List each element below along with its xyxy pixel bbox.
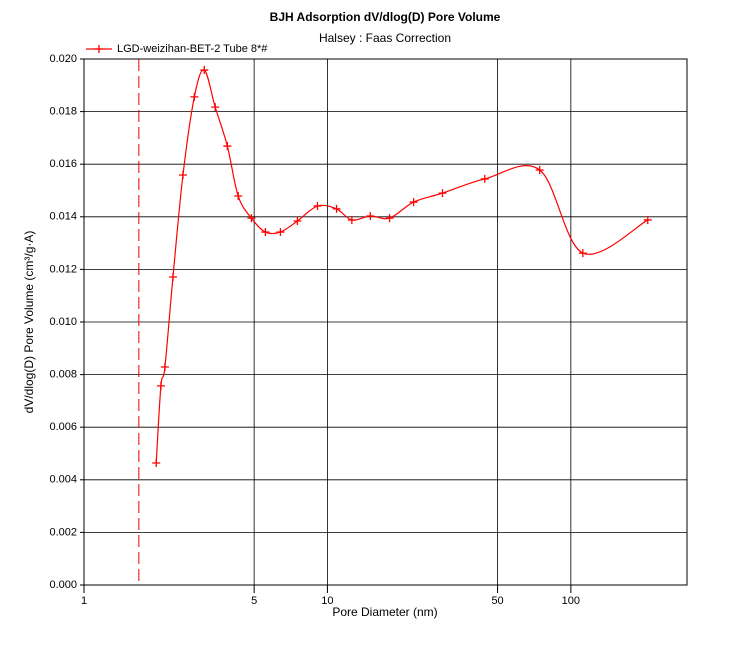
- data-point: [347, 215, 356, 224]
- data-point: [366, 212, 375, 221]
- data-point: [332, 204, 341, 213]
- y-tick-label: 0.018: [49, 106, 77, 118]
- data-point: [152, 458, 161, 467]
- chart-subtitle: Halsey : Faas Correction: [319, 31, 451, 45]
- data-point: [211, 103, 220, 112]
- y-tick-label: 0.012: [49, 263, 77, 275]
- data-point: [178, 170, 187, 179]
- y-tick-label: 0.016: [49, 158, 77, 170]
- x-tick-label: 50: [491, 595, 503, 607]
- data-point: [223, 142, 232, 151]
- data-point: [409, 198, 418, 207]
- data-point: [168, 273, 177, 282]
- data-point: [276, 228, 285, 237]
- data-point: [160, 362, 169, 371]
- x-tick-label: 100: [562, 595, 580, 607]
- y-tick-label: 0.006: [49, 421, 77, 433]
- data-point: [247, 214, 256, 223]
- x-tick-label: 5: [251, 595, 257, 607]
- x-axis-label: Pore Diameter (nm): [332, 605, 437, 619]
- data-point: [578, 249, 587, 258]
- y-tick-label: 0.002: [49, 526, 77, 538]
- y-tick-label: 0.020: [49, 53, 77, 65]
- data-point: [200, 66, 209, 75]
- data-point: [313, 202, 322, 211]
- plot-frame: [83, 58, 688, 586]
- data-point: [234, 192, 243, 201]
- data-point: [643, 215, 652, 224]
- data-point: [293, 217, 302, 226]
- data-point: [480, 174, 489, 183]
- data-point: [438, 189, 447, 198]
- data-point: [535, 165, 544, 174]
- series-line: [155, 69, 649, 464]
- x-tick-label: 10: [321, 595, 333, 607]
- legend-marker: [95, 45, 103, 53]
- x-tick-label: 1: [81, 595, 87, 607]
- legend-label: LGD-weizihan-BET-2 Tube 8*#: [117, 43, 268, 55]
- chart-title: BJH Adsorption dV/dlog(D) Pore Volume: [270, 10, 501, 24]
- data-point: [190, 92, 199, 101]
- y-tick-label: 0.010: [49, 316, 77, 328]
- y-tick-label: 0.000: [49, 579, 77, 591]
- data-point: [261, 228, 270, 237]
- data-point: [156, 381, 165, 390]
- y-tick-label: 0.014: [49, 211, 77, 223]
- y-tick-label: 0.004: [49, 474, 77, 486]
- y-axis-label: dV/dlog(D) Pore Volume (cm³/g·A): [22, 231, 36, 414]
- y-tick-label: 0.008: [49, 369, 77, 381]
- data-point: [385, 214, 394, 223]
